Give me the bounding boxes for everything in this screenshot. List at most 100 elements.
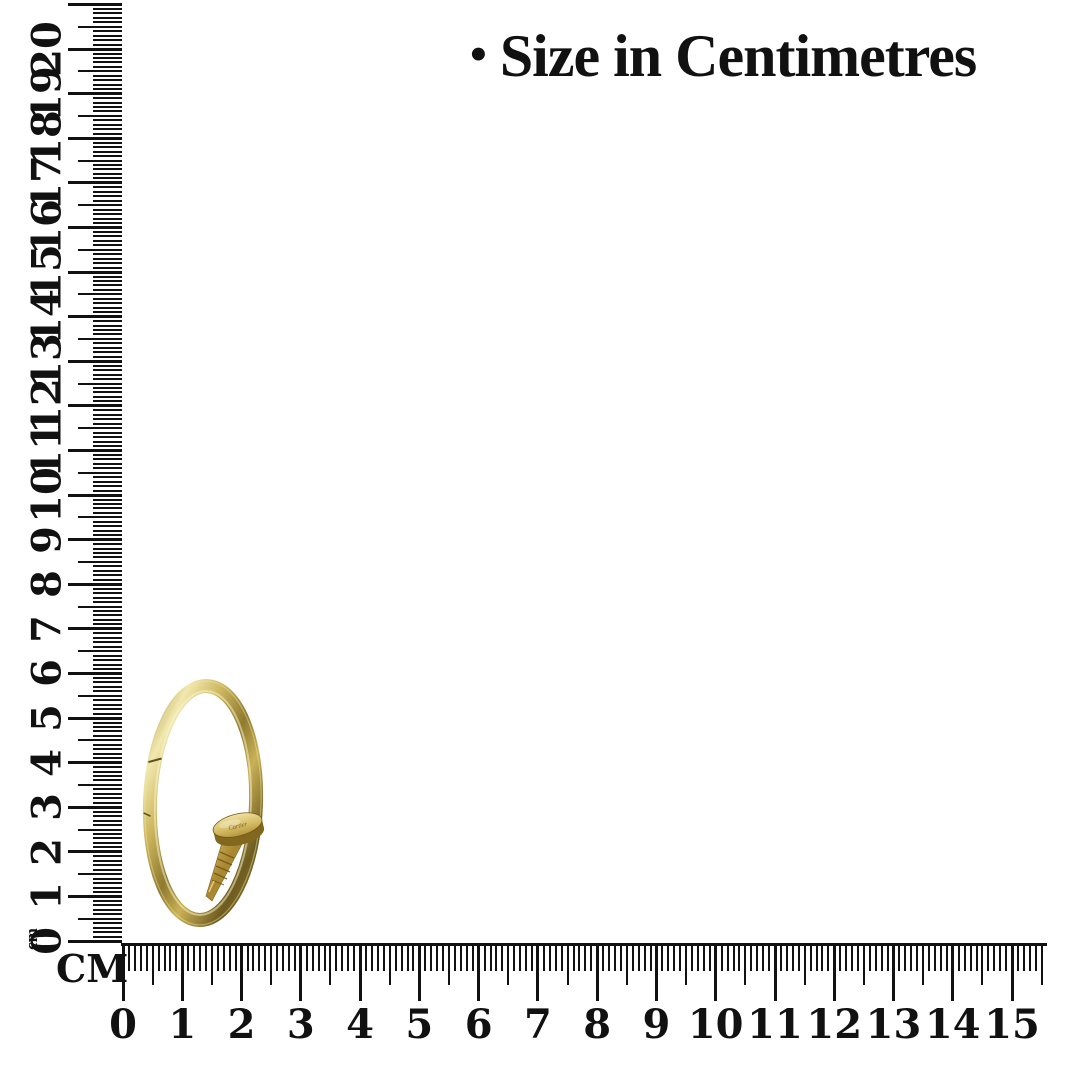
half-cm-tick <box>1040 944 1043 985</box>
mm-tick <box>93 88 122 91</box>
bullet-icon: • <box>470 28 487 81</box>
mm-tick <box>93 351 122 354</box>
mm-tick <box>495 944 498 971</box>
mm-tick <box>993 944 996 971</box>
mm-tick <box>93 110 122 113</box>
mm-tick <box>93 462 122 465</box>
horizontal-ruler-number: 8 <box>583 1001 612 1048</box>
horizontal-ruler-number: 2 <box>227 1001 256 1048</box>
mm-tick <box>578 944 581 971</box>
mm-tick <box>880 944 883 971</box>
mm-tick <box>93 511 122 514</box>
mm-tick <box>93 908 122 911</box>
mm-tick <box>93 168 122 171</box>
mm-tick <box>851 944 853 971</box>
mm-tick <box>93 685 122 688</box>
mm-tick <box>93 770 122 773</box>
mm-tick <box>157 944 160 971</box>
horizontal-ruler-number: 14 <box>924 1001 981 1048</box>
cm-tick <box>68 582 122 586</box>
cm-tick <box>536 944 540 1001</box>
mm-tick <box>394 944 397 971</box>
mm-tick <box>93 101 122 104</box>
mm-tick <box>93 801 122 804</box>
mm-tick <box>93 641 122 644</box>
mm-tick <box>93 141 122 144</box>
mm-tick <box>643 944 646 971</box>
mm-tick <box>821 944 824 971</box>
half-cm-tick <box>803 944 806 985</box>
half-cm-tick <box>78 783 122 786</box>
mm-tick <box>649 944 652 971</box>
vertical-ruler-number: 1 <box>23 882 71 911</box>
mm-tick <box>93 195 122 198</box>
mm-tick <box>93 61 122 64</box>
mm-tick <box>93 837 122 840</box>
mm-tick <box>93 288 122 291</box>
mm-tick <box>347 944 350 971</box>
mm-tick <box>785 944 788 971</box>
mm-tick <box>667 944 670 971</box>
mm-tick <box>93 21 122 24</box>
mm-tick <box>750 944 753 971</box>
mm-tick <box>673 944 676 971</box>
mm-tick <box>93 217 122 220</box>
mm-tick <box>93 502 122 505</box>
mm-tick <box>93 128 122 131</box>
mm-tick <box>93 199 122 202</box>
half-cm-tick <box>78 917 122 920</box>
horizontal-ruler-number: 13 <box>865 1001 922 1048</box>
mm-tick <box>93 297 122 300</box>
mm-tick <box>93 235 122 238</box>
half-cm-tick <box>78 694 122 697</box>
vertical-ruler-number: 4 <box>23 748 71 777</box>
mm-tick <box>1017 944 1019 971</box>
mm-tick <box>93 378 122 380</box>
mm-tick <box>93 155 122 157</box>
cm-tick <box>68 2 122 6</box>
cm-tick <box>68 939 122 943</box>
mm-tick <box>93 369 122 372</box>
mm-tick <box>193 944 196 971</box>
vertical-ruler-unit-label: cm <box>22 928 41 950</box>
band-seam-notch <box>148 757 162 764</box>
mm-tick <box>797 944 800 971</box>
mm-tick <box>376 944 379 971</box>
mm-tick <box>234 944 237 971</box>
half-cm-tick <box>78 605 122 608</box>
mm-tick <box>519 944 522 971</box>
mm-tick <box>93 213 122 215</box>
mm-tick <box>531 944 533 971</box>
mm-tick <box>93 810 122 813</box>
mm-tick <box>93 373 122 376</box>
mm-tick <box>365 944 367 971</box>
mm-tick <box>93 106 122 108</box>
mm-tick <box>791 944 794 971</box>
mm-tick <box>216 944 219 971</box>
horizontal-ruler-number: 4 <box>346 1001 374 1048</box>
mm-tick <box>554 944 557 971</box>
half-cm-tick <box>210 944 213 985</box>
mm-tick <box>945 944 948 971</box>
mm-tick <box>93 824 122 826</box>
mm-tick <box>720 944 723 971</box>
vertical-ruler-number: 5 <box>23 704 71 732</box>
mm-tick <box>93 208 122 211</box>
mm-tick <box>738 944 741 971</box>
mm-tick <box>222 944 225 971</box>
mm-tick <box>845 944 848 971</box>
mm-tick <box>93 355 122 358</box>
mm-tick <box>252 944 255 971</box>
mm-tick <box>175 944 178 971</box>
mm-tick <box>732 944 735 971</box>
half-cm-tick <box>981 944 984 985</box>
half-cm-tick <box>78 382 122 385</box>
mm-tick <box>93 311 122 314</box>
cm-tick <box>68 850 122 854</box>
mm-tick <box>93 498 122 501</box>
mm-tick <box>93 596 122 599</box>
half-cm-tick <box>685 944 688 985</box>
half-cm-tick <box>78 25 122 28</box>
half-cm-tick <box>566 944 569 985</box>
vertical-ruler-number: 6 <box>23 659 71 688</box>
